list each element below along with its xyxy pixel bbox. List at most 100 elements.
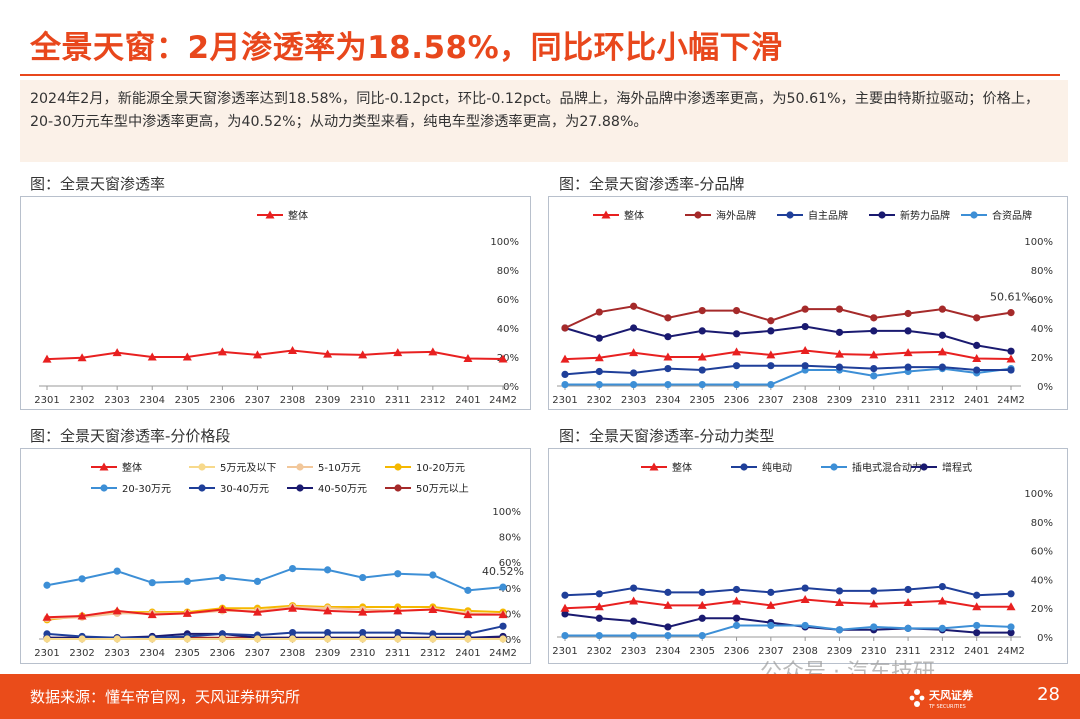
y-tick-label: 100% [492,507,521,518]
data-point [801,621,809,630]
data-source: 数据来源：懂车帝官网，天风证券研究所 [30,688,301,706]
summary-box: 2024年2月，新能源全景天窗渗透率达到18.58%，同比-0.12pct，环比… [20,80,1068,162]
data-point [77,353,87,362]
series-line [564,364,1011,376]
data-point [464,635,472,643]
data-point [835,587,844,595]
data-point [560,603,570,612]
data-point [732,380,741,389]
data-point [595,380,603,389]
data-point [698,327,706,335]
data-point [732,596,742,605]
x-tick-label: 2304 [140,395,165,406]
legend-marker [198,484,206,492]
footer-bar: 数据来源：懂车帝官网，天风证券研究所 天风证券 TF SECURITIES 28 [0,674,1080,719]
x-tick-label: 2312 [930,646,955,657]
data-point [595,367,603,376]
x-tick-label: 2307 [245,395,270,406]
data-point [698,614,706,622]
data-point [904,327,912,335]
data-point [77,611,87,620]
data-point [498,610,508,619]
data-point [78,635,86,643]
data-point [288,635,297,643]
x-tick-label: 2305 [175,395,200,406]
data-point [800,595,810,604]
series-4 [43,565,507,594]
data-point [904,585,912,594]
data-point [359,635,367,643]
data-point [112,606,122,615]
data-point [429,571,437,579]
data-point [561,631,569,640]
data-point [252,350,262,359]
legend-marker [394,463,402,471]
data-point [663,600,673,609]
x-tick-label: 2303 [104,395,129,406]
x-tick-label: 2309 [315,648,340,659]
x-tick-label: 2310 [350,648,375,659]
data-point [428,347,438,356]
legend-marker [878,211,886,219]
data-point [253,577,262,585]
data-point [664,365,672,373]
data-point [732,307,741,315]
chart-by-price: 0% 20% 40% 60% 80% 100% 2301 2302 2303 2304 2305 23… [20,448,531,664]
data-point [903,597,913,606]
data-point [664,380,672,389]
data-point [217,605,227,614]
data-point [42,354,52,363]
data-point [630,617,638,625]
data-point [732,614,741,622]
legend-label: 5-10万元 [318,463,361,474]
data-point [801,305,809,313]
y-tick-label: 0% [503,382,519,393]
series-line [564,305,1012,329]
legend-marker [198,463,206,471]
data-point [903,348,913,357]
series-line [565,367,1012,386]
data-point [698,307,706,315]
x-tick-label: 2306 [210,648,235,659]
y-tick-label: 60% [1031,295,1053,306]
legend-label: 海外品牌 [716,209,756,222]
x-tick-label: 2310 [861,646,886,657]
data-point [43,635,51,643]
series-line [46,349,504,361]
data-point [973,341,981,349]
chart-overall: 0% 20% 40% 60% 80% 100% 2301 2302 2303 2304 2305 23… [20,196,531,410]
x-tick-label: 2301 [34,648,59,659]
x-tick-label: 2312 [420,648,445,659]
data-point [664,623,672,631]
x-tick-label: 2307 [758,646,783,657]
data-point [464,630,472,638]
caption-price: 图：全景天窗渗透率-分价格段 [30,427,231,445]
y-tick-label: 40% [499,584,521,595]
data-point [183,635,191,643]
legend-marker [601,210,611,219]
x-tick-label: 2304 [655,646,680,657]
data-point [870,365,878,373]
data-point [324,566,332,574]
data-point [938,363,946,371]
series-1 [561,302,1015,332]
chart-svg: 0% 20% 40% 60% 80% 100% 2301 2302 2303 2304 2305 23… [552,209,1053,406]
title-divider [20,74,1060,76]
x-tick-label: 2401 [455,648,480,659]
data-point [870,314,878,322]
legend-marker [296,463,304,471]
series-0 [560,345,1016,363]
chart-by-power: 0% 20% 40% 60% 80% 100% 2301 2302 2303 2304 2305 23… [548,448,1068,664]
data-point [938,624,946,632]
legend-label: 40-50万元 [318,484,367,495]
legend-item: 增程式 [911,461,972,474]
legend-marker [786,211,794,219]
data-point [869,350,879,359]
data-point [630,302,638,310]
series-1 [43,635,507,643]
x-tick-label: 2312 [930,395,955,406]
data-point [732,330,741,338]
x-tick-label: 2303 [621,646,646,657]
legend-marker [694,211,702,219]
series-line [565,624,1012,637]
